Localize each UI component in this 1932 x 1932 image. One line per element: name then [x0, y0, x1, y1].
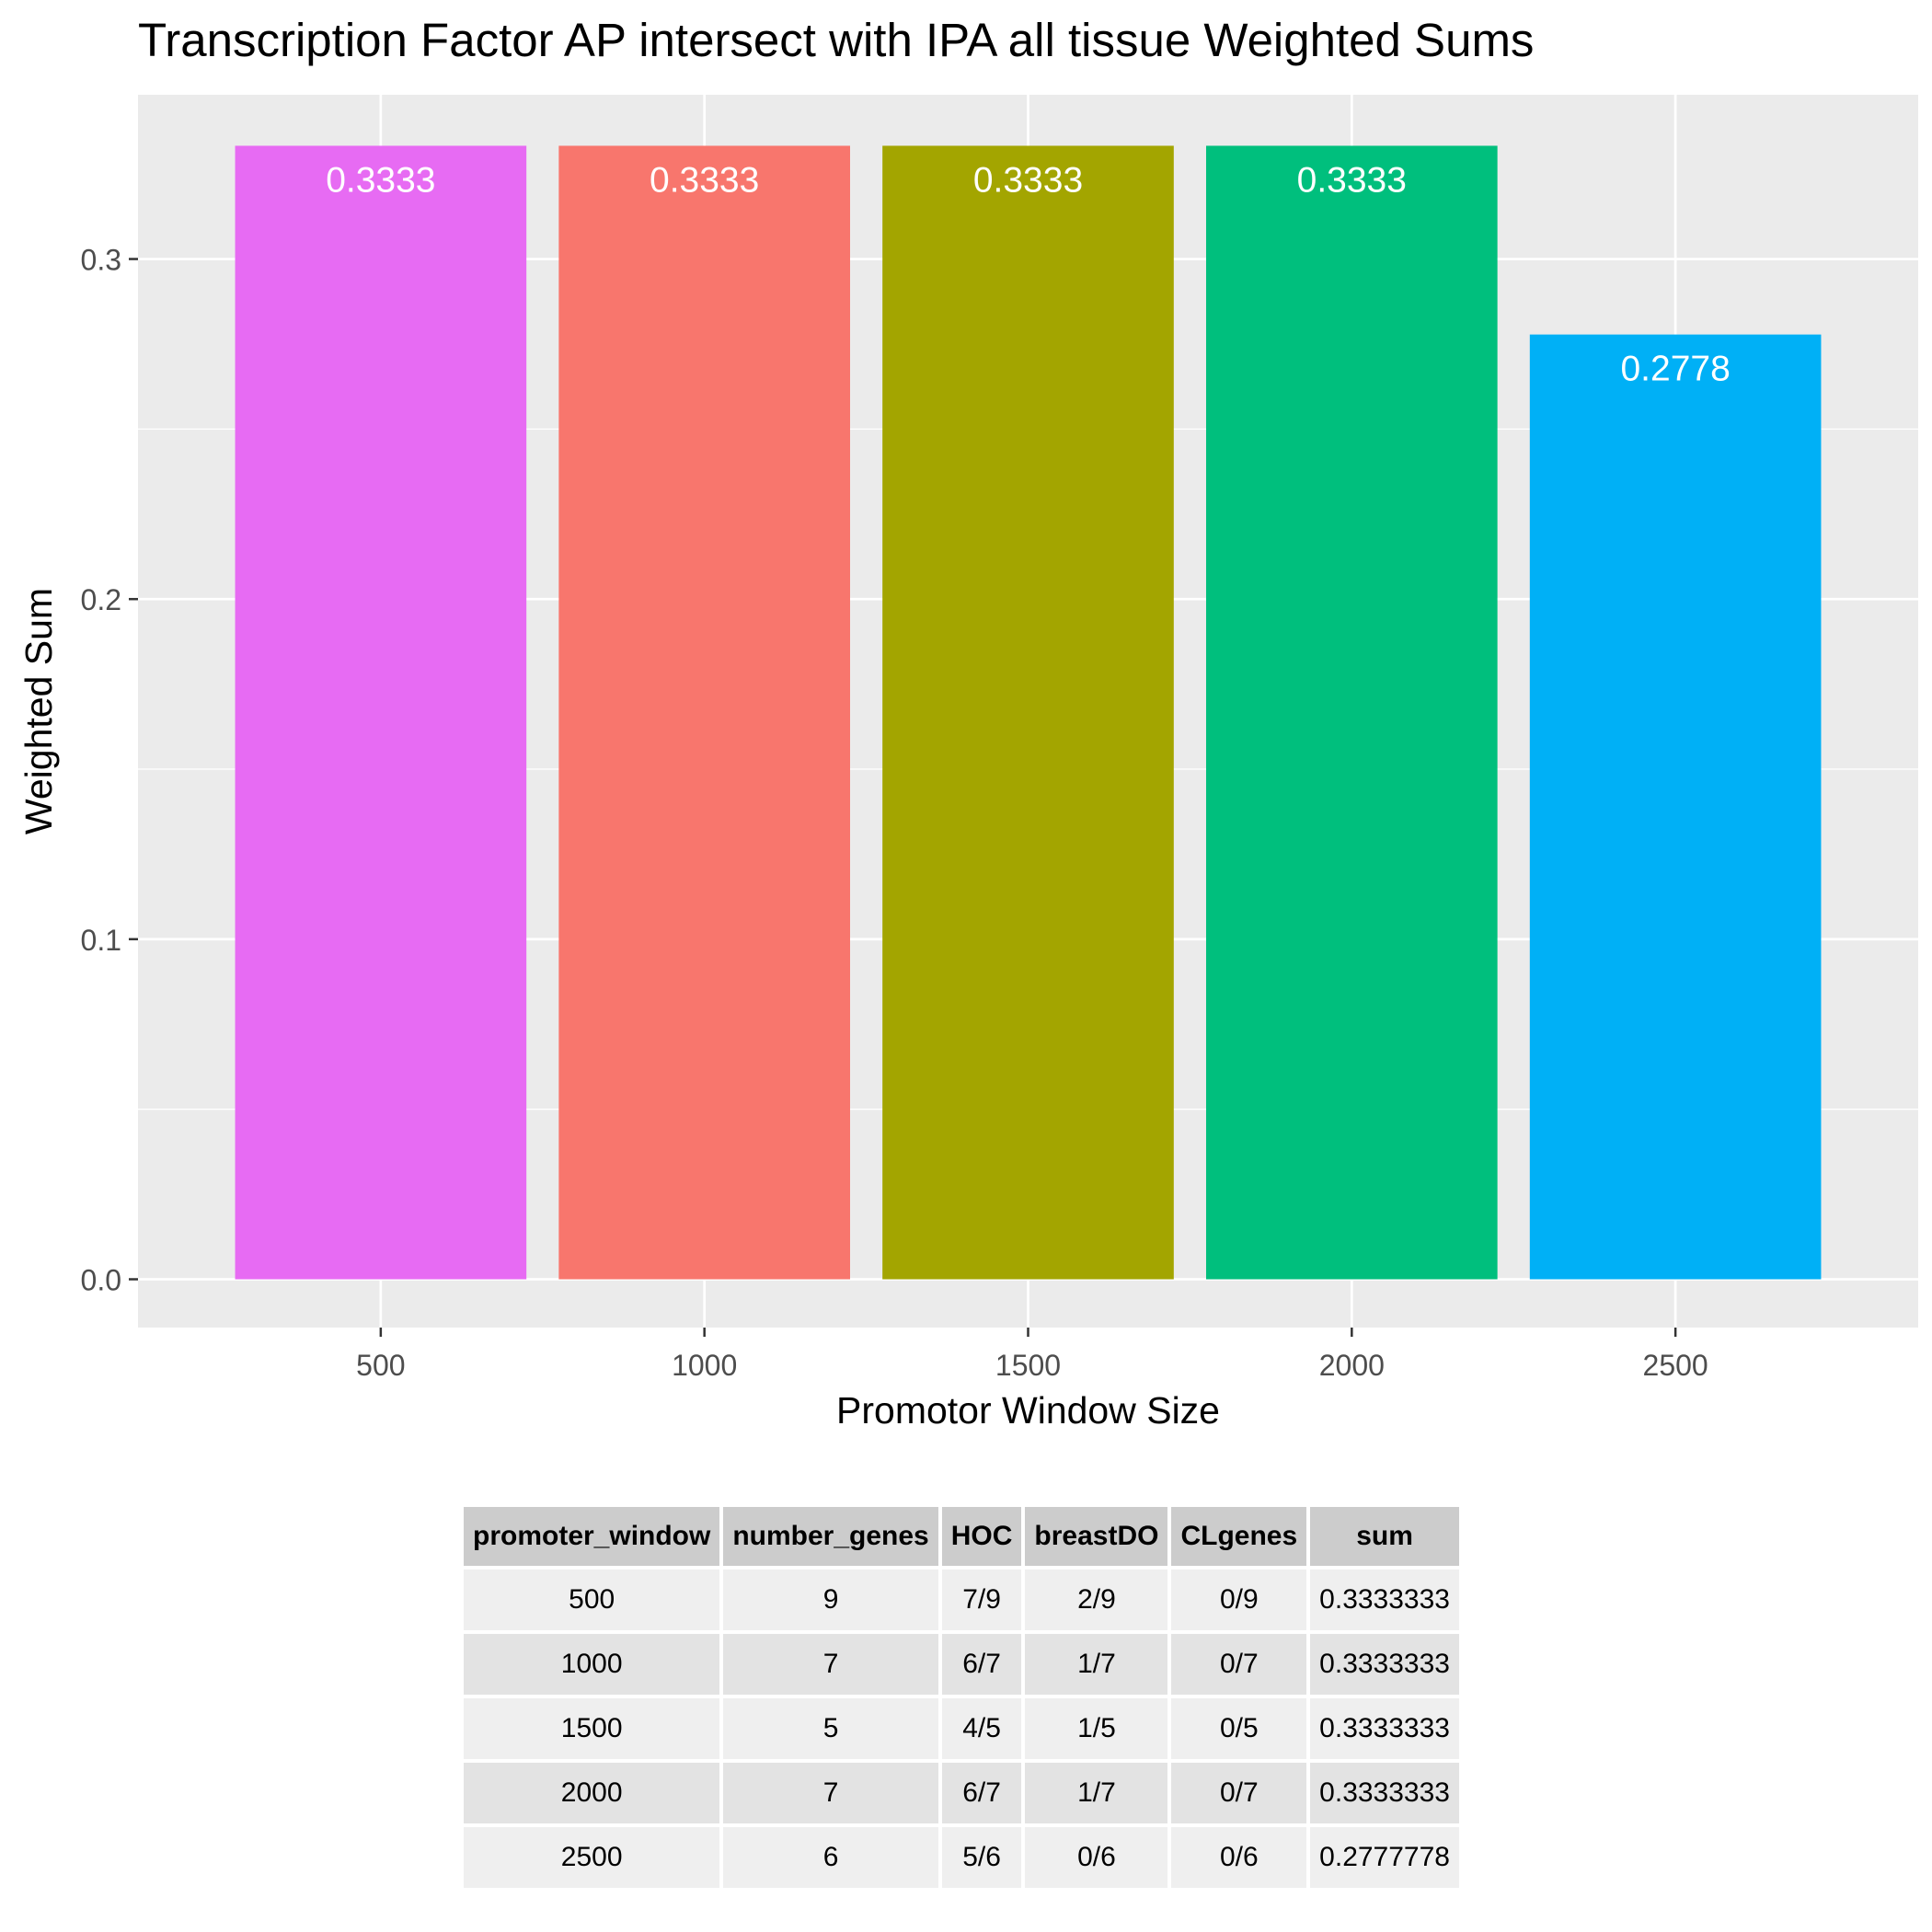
bar: [558, 145, 850, 1280]
table-cell: 0/6: [1025, 1827, 1168, 1888]
x-tick-label: 1500: [995, 1349, 1061, 1382]
table-cell: 7: [723, 1763, 938, 1823]
table-cell: 1/7: [1025, 1634, 1168, 1695]
table-cell: 1/7: [1025, 1763, 1168, 1823]
table-row: 1500 5 4/5 1/5 0/5 0.3333333: [464, 1698, 1459, 1759]
bar: [882, 145, 1174, 1280]
x-axis-title: Promotor Window Size: [836, 1389, 1220, 1432]
table-row: 2500 6 5/6 0/6 0/6 0.2777778: [464, 1827, 1459, 1888]
x-tick-label: 2500: [1643, 1349, 1708, 1382]
table-cell: 2500: [464, 1827, 720, 1888]
table-header-cell: promoter_window: [464, 1507, 720, 1566]
table-cell: 6/7: [941, 1763, 1022, 1823]
table-cell: 2/9: [1025, 1570, 1168, 1630]
table-header-cell: HOC: [941, 1507, 1022, 1566]
y-tick-label: 0.3: [81, 244, 121, 277]
table-cell: 0/7: [1171, 1763, 1307, 1823]
data-table: promoter_window number_genes HOC breastD…: [460, 1503, 1463, 1892]
table-cell: 1000: [464, 1634, 720, 1695]
table-cell: 5: [723, 1698, 938, 1759]
table-cell: 0/7: [1171, 1634, 1307, 1695]
y-tick-label: 0.2: [81, 583, 121, 616]
table-cell: 4/5: [941, 1698, 1022, 1759]
bar: [1529, 334, 1822, 1280]
x-tick-label: 2000: [1319, 1349, 1385, 1382]
chart-title: Transcription Factor AP intersect with I…: [138, 14, 1535, 66]
y-tick-label: 0.0: [81, 1264, 121, 1297]
table-header-row: promoter_window number_genes HOC breastD…: [464, 1507, 1459, 1566]
bar: [1206, 145, 1498, 1280]
table-cell: 0.3333333: [1310, 1634, 1459, 1695]
table-cell: 2000: [464, 1763, 720, 1823]
table-cell: 6/7: [941, 1634, 1022, 1695]
data-label: 0.3333: [1297, 160, 1407, 200]
table-cell: 1500: [464, 1698, 720, 1759]
bar-chart: 0.3333 0.3333 0.3333 0.3333 0.2778 0.0 0.1 0.2 0…: [17, 95, 1918, 1432]
table-cell: 0/6: [1171, 1827, 1307, 1888]
table-header-cell: breastDO: [1025, 1507, 1168, 1566]
data-label: 0.3333: [973, 160, 1083, 200]
table-cell: 0.3333333: [1310, 1698, 1459, 1759]
bar: [235, 145, 527, 1280]
y-axis-title: Weighted Sum: [17, 588, 60, 834]
x-tick-label: 500: [356, 1349, 405, 1382]
table-cell: 0/9: [1171, 1570, 1307, 1630]
table-cell: 7: [723, 1634, 938, 1695]
table-cell: 1/5: [1025, 1698, 1168, 1759]
table-header-cell: number_genes: [723, 1507, 938, 1566]
y-tick-label: 0.1: [81, 924, 121, 957]
x-tick-label: 1000: [672, 1349, 737, 1382]
table-row: 1000 7 6/7 1/7 0/7 0.3333333: [464, 1634, 1459, 1695]
data-label: 0.2778: [1620, 350, 1730, 389]
table-cell: 7/9: [941, 1570, 1022, 1630]
data-label: 0.3333: [650, 160, 759, 200]
table-header-cell: sum: [1310, 1507, 1459, 1566]
table-cell: 0/5: [1171, 1698, 1307, 1759]
table-cell: 9: [723, 1570, 938, 1630]
table-cell: 0.3333333: [1310, 1570, 1459, 1630]
table-cell: 6: [723, 1827, 938, 1888]
table-cell: 500: [464, 1570, 720, 1630]
table-row: 500 9 7/9 2/9 0/9 0.3333333: [464, 1570, 1459, 1630]
table-cell: 0.2777778: [1310, 1827, 1459, 1888]
table-header-cell: CLgenes: [1171, 1507, 1307, 1566]
data-label: 0.3333: [326, 160, 435, 200]
table-cell: 0.3333333: [1310, 1763, 1459, 1823]
table-cell: 5/6: [941, 1827, 1022, 1888]
table-row: 2000 7 6/7 1/7 0/7 0.3333333: [464, 1763, 1459, 1823]
